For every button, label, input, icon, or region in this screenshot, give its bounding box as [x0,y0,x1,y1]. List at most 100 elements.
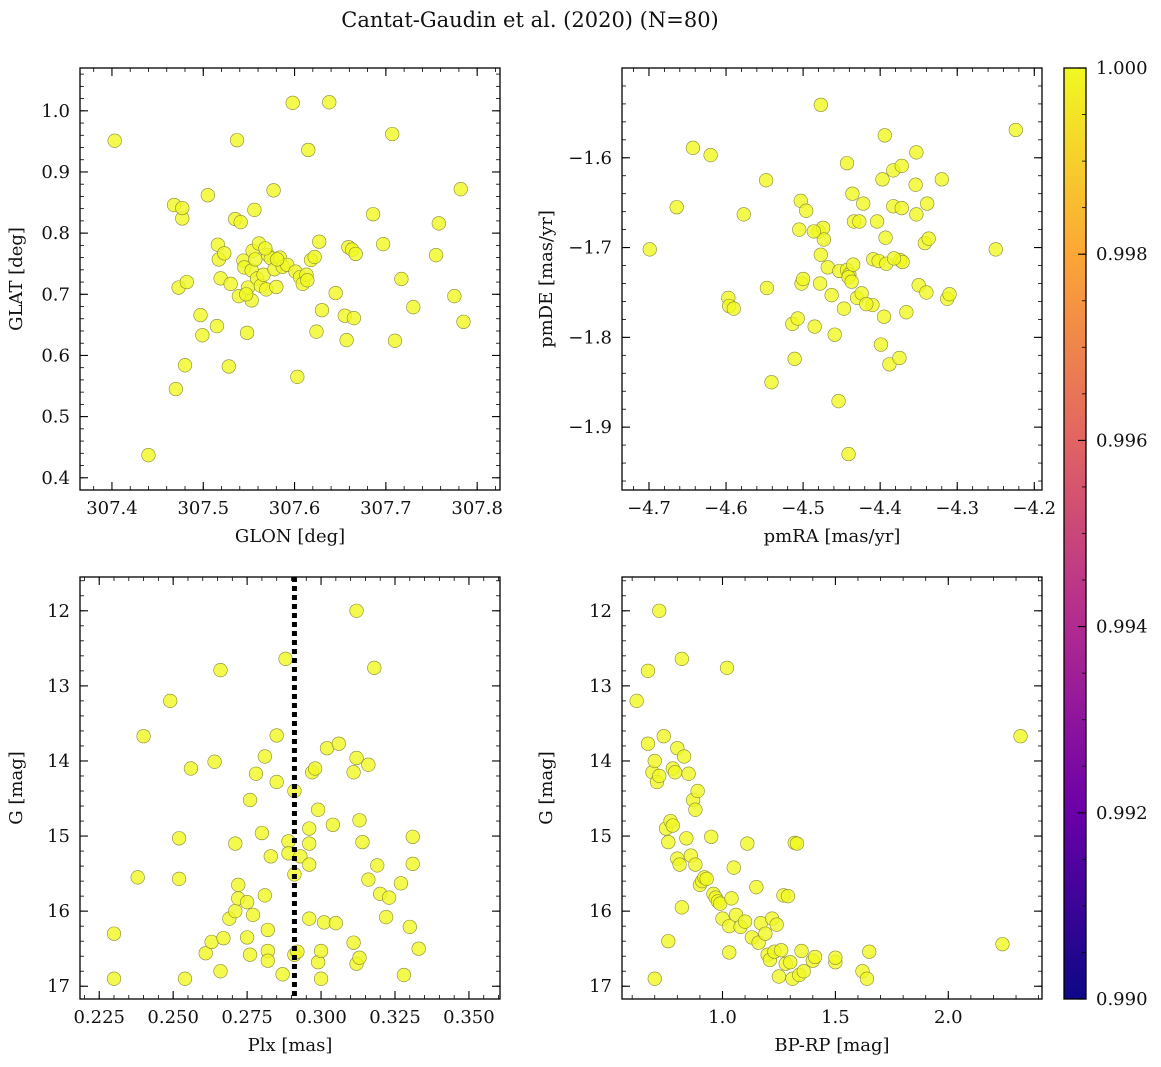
data-point [269,279,284,295]
data-point [771,969,787,984]
data-point [909,207,924,222]
data-point [845,186,860,201]
colorbar: 0.990 0.992 0.994 0.996 0.998 1.000 [1063,58,1148,1010]
data-point [207,754,222,769]
data-point [285,95,300,110]
colorbar-tick-label: 0.990 [1096,989,1148,1010]
minor-ticks [80,68,500,491]
data-point [764,375,779,390]
data-point [807,949,823,965]
data-point [787,351,802,367]
data-points [642,97,1023,462]
data-point [325,817,340,832]
data-point [106,926,122,941]
data-point [877,128,892,143]
data-point [726,860,741,875]
data-point [1013,729,1028,744]
data-point [200,188,215,203]
y-tick-label: 16 [47,901,70,922]
data-point [676,749,692,764]
data-point [672,857,687,872]
data-point [813,247,828,262]
data-points [106,603,426,986]
data-point [349,603,364,618]
data-point [921,231,936,246]
data-point [629,693,644,708]
data-point [920,196,935,211]
data-point [719,660,735,675]
data-point [796,271,811,287]
data-point [301,142,316,158]
x-tick-label: −4.6 [704,498,748,519]
data-point [349,750,364,766]
data-point [431,216,446,231]
data-point [302,836,317,851]
data-point [647,753,662,769]
data-point [328,285,343,301]
x-tick-label: −4.3 [935,498,979,519]
data-point [456,314,471,329]
data-point [726,301,741,316]
data-point [406,300,421,315]
data-point [859,971,875,986]
data-point [665,818,680,833]
data-point [852,214,867,229]
data-point [856,196,871,211]
data-point [309,324,324,339]
data-point [367,660,382,675]
x-tick-label: 2.0 [934,1007,963,1028]
x-tick-label: −4.7 [627,498,671,519]
data-point [260,922,275,938]
data-point [381,890,397,905]
data-point [209,318,225,334]
panel-pmra-pmde: −4.7 −4.6 −4.5 −4.4 −4.3 −4.2 −1.9 −1.8 −1.7 −1.6… [536,67,1056,547]
data-point [674,900,689,915]
data-point [266,183,281,198]
data-point [141,448,156,463]
colorbar-tick-label: 0.994 [1096,617,1148,638]
data-point [346,765,361,780]
y-tick-label: 15 [47,826,70,847]
data-point [749,880,764,895]
axes-frame [621,576,1043,1000]
data-point [909,145,924,160]
data-point [876,309,892,324]
data-point [703,147,718,163]
data-point [171,831,187,846]
data-point [310,802,326,817]
data-point [836,301,852,316]
x-axis-label: BP-RP [mag] [774,1035,889,1056]
colorbar-tick-label: 0.992 [1096,803,1148,824]
data-point [661,834,676,850]
axes-frame [621,67,1043,491]
data-point [411,941,426,956]
minor-ticks [80,577,500,999]
x-tick-label: 307.5 [177,498,229,519]
y-tick-label: 12 [47,601,70,622]
x-tick-label: 0.300 [295,1007,347,1028]
data-point [995,937,1010,952]
data-point [453,181,468,197]
data-point [168,381,183,397]
data-point [447,289,462,304]
data-points [629,603,1028,986]
data-point [376,237,391,252]
colorbar-tick-label: 1.000 [1096,58,1148,79]
y-axis-label: GLAT [deg] [6,227,27,331]
data-point [688,857,703,872]
data-point [824,288,839,303]
data-point [661,934,676,949]
data-point [908,177,923,192]
data-point [302,857,317,872]
data-point [260,953,275,968]
y-axis-label: pmDE [mas/yr] [536,210,557,348]
data-point [831,394,846,409]
data-point [690,783,705,799]
x-tick-label: 307.7 [360,498,412,519]
y-tick-label: 14 [589,751,612,772]
data-point [228,836,243,851]
data-point [722,945,737,960]
data-point [163,693,178,708]
data-point [699,871,714,886]
